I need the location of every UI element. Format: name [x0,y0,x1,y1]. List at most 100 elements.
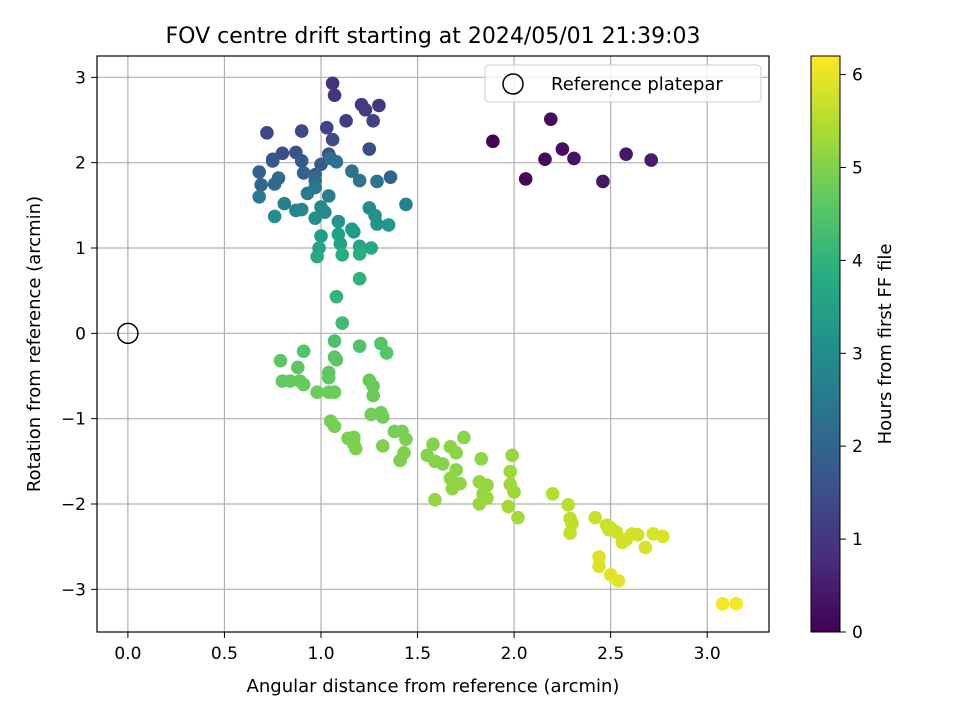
x-axis-label: Angular distance from reference (arcmin) [247,676,620,697]
data-point [630,527,645,542]
data-point [329,155,344,169]
data-point [310,385,324,400]
data-point [345,164,359,178]
data-point [283,374,297,388]
data-point [393,453,407,468]
data-point [426,437,440,452]
data-point [347,224,361,239]
data-point [335,316,350,330]
data-point [399,432,413,446]
x-tick-label: 3.0 [694,644,721,664]
data-point [296,344,311,359]
data-point [294,202,309,217]
data-point [366,388,380,403]
data-point [715,597,730,611]
data-point [655,529,670,544]
data-point [310,249,324,264]
data-point [366,379,380,394]
x-tick-label: 1.0 [307,644,334,664]
data-point [592,550,606,564]
colorbar-tick-label: 4 [852,251,863,271]
y-axis-ticks: −3 −2 −1 0 1 2 3 [61,68,97,600]
data-point [327,419,342,434]
data-point [474,451,489,466]
x-tick-label: 2.0 [501,644,528,664]
data-point [327,88,342,103]
data-point [325,132,340,147]
data-point [381,218,396,232]
data-point [638,540,653,555]
data-point [538,152,552,167]
data-point [254,178,268,192]
data-point [453,476,467,491]
colorbar-tick-label: 6 [852,66,863,86]
data-point [567,151,581,166]
data-point [543,112,558,126]
data-point [314,229,328,243]
data-point [611,574,626,588]
data-point [291,360,305,375]
data-point [329,289,344,304]
data-point [592,559,606,574]
colorbar-tick-label: 1 [852,530,863,550]
colorbar-label: Hours from first FF file [875,244,896,445]
y-tick-label: −1 [61,410,86,430]
colorbar-tick-label: 2 [852,437,863,457]
data-point [435,457,450,471]
data-point [271,171,286,185]
y-tick-label: −3 [61,580,86,600]
x-tick-label: 0.5 [211,644,238,664]
data-point [252,165,267,179]
grid-lines [97,56,769,632]
x-tick-label: 1.5 [404,644,431,664]
data-point [379,346,394,360]
legend-marker [502,73,524,95]
x-axis-ticks: 0.0 0.5 1.0 1.5 2.0 2.5 3.0 [114,632,721,664]
data-point [399,197,413,212]
chart-title: FOV centre drift starting at 2024/05/01 … [166,24,701,49]
data-point [321,189,336,203]
data-point [260,126,274,140]
legend-entry: Reference platepar [551,74,723,95]
y-tick-label: 1 [75,239,86,259]
data-point [729,597,743,611]
data-point [503,464,518,479]
data-point [428,492,442,507]
data-point [277,196,292,211]
y-tick-label: −2 [61,495,86,515]
data-point [294,124,309,138]
data-point [348,441,363,456]
data-point [352,339,367,353]
data-point [505,448,519,463]
data-point [308,211,323,225]
data-point [383,170,398,184]
colorbar-tick-label: 0 [852,623,863,643]
y-axis-label: Rotation from reference (arcmin) [24,196,45,492]
data-point [370,174,384,189]
data-point [352,247,367,261]
plot-frame [96,55,770,633]
data-point [588,510,603,525]
data-point [352,271,367,286]
y-tick-label: 2 [75,154,86,174]
y-tick-label: 3 [75,68,86,88]
data-point [294,154,309,168]
data-point [265,154,280,168]
data-point [325,76,340,91]
data-point [352,173,367,188]
data-point [449,446,463,460]
data-point [296,166,311,180]
data-point [609,525,624,539]
data-point [366,114,380,128]
data-point [511,510,525,525]
data-point [335,248,350,262]
x-tick-label: 2.5 [597,644,624,664]
data-point [518,172,533,186]
data-point [300,186,315,201]
data-point [358,102,373,117]
data-point [327,385,342,400]
data-point [339,114,353,128]
data-point [501,499,516,514]
